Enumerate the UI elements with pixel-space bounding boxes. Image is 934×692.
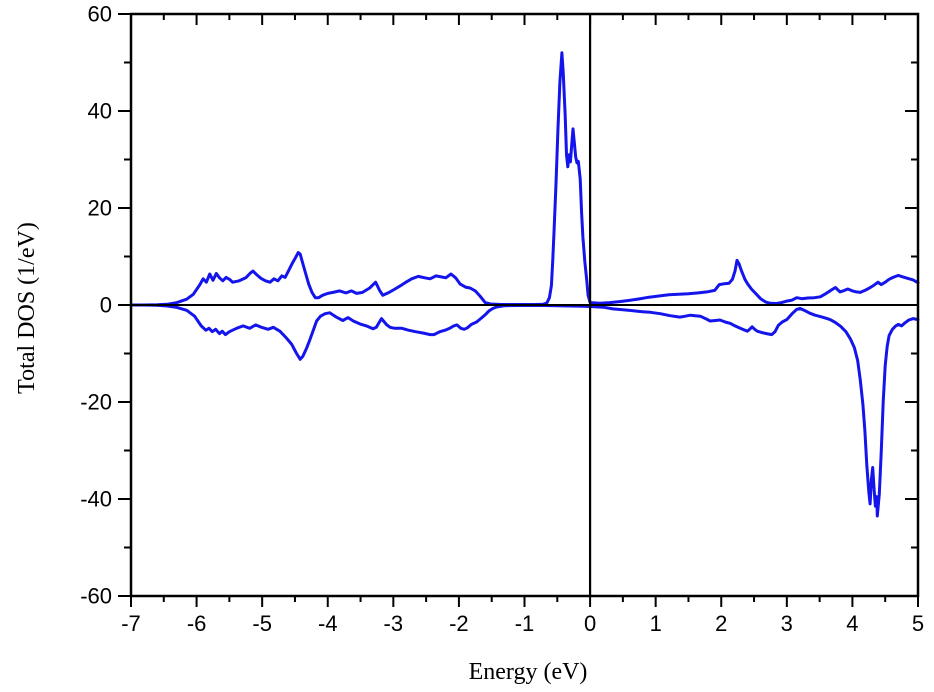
x-tick-label: -1	[515, 611, 535, 636]
x-tick-label: 2	[715, 611, 727, 636]
y-axis-title: Total DOS (1/eV)	[14, 222, 40, 394]
x-tick-label: -3	[384, 611, 404, 636]
reference-lines	[131, 14, 918, 596]
y-tick-label: -60	[80, 584, 112, 609]
y-tick-label: -20	[80, 390, 112, 415]
x-tick-label: -7	[121, 611, 141, 636]
x-axis-title: Energy (eV)	[469, 659, 588, 685]
dos-spin-down-curve	[129, 303, 920, 518]
x-axis-ticks	[130, 14, 919, 607]
y-tick-label: 0	[100, 293, 112, 318]
x-tick-label: 4	[846, 611, 858, 636]
x-tick-label: -5	[252, 611, 272, 636]
y-tick-label: 60	[88, 2, 112, 27]
x-tick-label: -6	[187, 611, 207, 636]
y-axis-ticks	[118, 13, 918, 597]
dos-curves	[129, 51, 920, 518]
x-tick-label: 1	[650, 611, 662, 636]
y-tick-label: -40	[80, 487, 112, 512]
y-tick-label: 20	[88, 196, 112, 221]
x-axis-tick-labels: -7 -6 -5 -4 -3 -2 -1 0 1 2 3 4 5	[121, 611, 924, 636]
x-tick-label: 0	[584, 611, 596, 636]
x-tick-label: 5	[912, 611, 924, 636]
x-tick-label: 3	[781, 611, 793, 636]
x-tick-label: -2	[449, 611, 469, 636]
dos-spin-up-curve	[129, 51, 920, 307]
x-tick-label: -4	[318, 611, 338, 636]
y-tick-label: 40	[88, 99, 112, 124]
y-axis-tick-labels: -60 -40 -20 0 20 40 60	[80, 2, 112, 609]
